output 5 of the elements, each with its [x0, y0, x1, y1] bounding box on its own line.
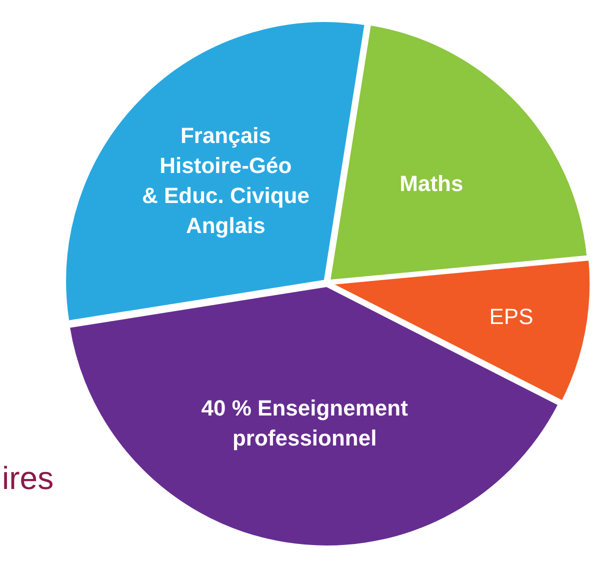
slice-label: 40 % Enseignement professionnel	[201, 396, 409, 451]
text: ires	[2, 460, 54, 496]
slice-label: EPS	[489, 304, 534, 330]
slice-label: Français Histoire-Géo & Educ. Civique Anglais	[142, 122, 310, 238]
slice-label: Maths	[400, 170, 464, 196]
